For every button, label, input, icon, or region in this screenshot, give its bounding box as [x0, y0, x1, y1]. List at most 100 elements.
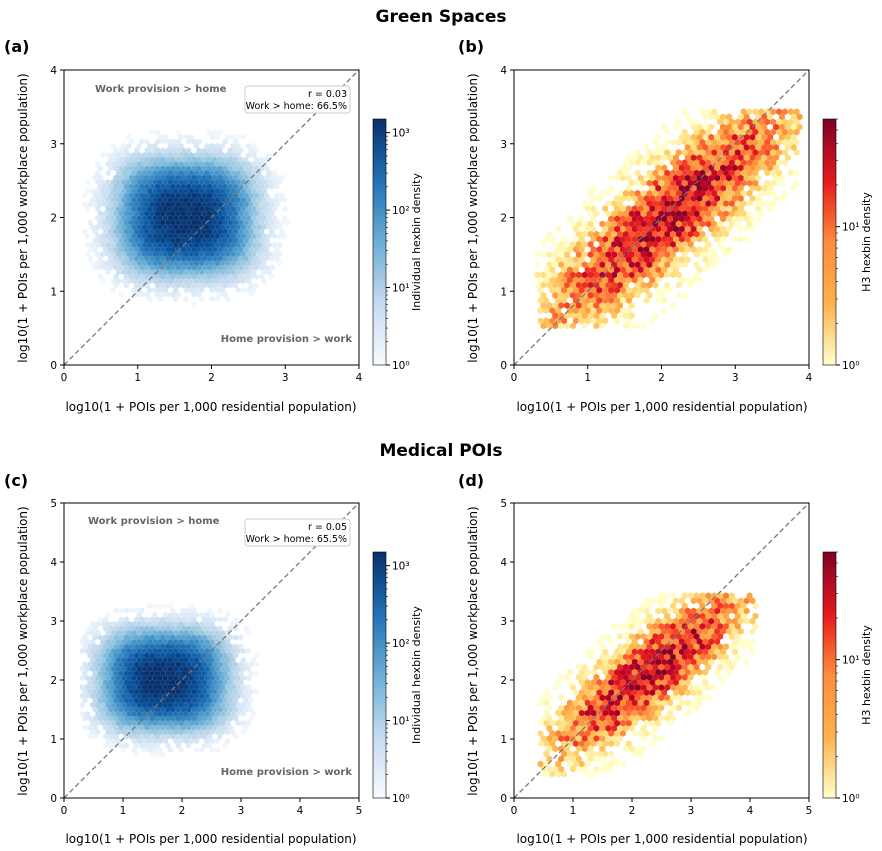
- hexbin-cell: [749, 648, 756, 656]
- hexbin-cell: [605, 673, 612, 681]
- hexbin-cell: [160, 174, 166, 181]
- hexbin-cell: [740, 118, 747, 126]
- hexbin-cell: [611, 200, 618, 207]
- hexbin-cell: [578, 215, 585, 223]
- hexbin-cell: [578, 317, 585, 325]
- hexbin-cell: [157, 720, 163, 726]
- hexbin-cell: [209, 720, 215, 726]
- hexbin-cell: [110, 639, 116, 645]
- hexbin-cell: [201, 264, 207, 271]
- hexbin-cell: [581, 281, 588, 289]
- hexbin-cell: [214, 242, 220, 248]
- hexbin-cell: [183, 639, 189, 645]
- hexbin-cell: [605, 200, 612, 207]
- hexbin-cell: [271, 233, 277, 239]
- hexbin-cell: [770, 159, 777, 167]
- hexbin-cell: [578, 256, 585, 263]
- hexbin-cell: [186, 742, 192, 749]
- hexbin-cell: [625, 205, 632, 212]
- hexbin-cell: [165, 246, 171, 253]
- hexbin-cell: [567, 276, 573, 284]
- hexbin-cell: [230, 152, 236, 158]
- hexbin-cell: [640, 663, 647, 671]
- hexbin-cell: [534, 261, 541, 269]
- hexbin-cell: [170, 670, 176, 677]
- hexbin-cell: [608, 709, 615, 717]
- hexbin-cell: [266, 206, 272, 212]
- hexbin-cell: [214, 278, 220, 284]
- hexbin-cell: [105, 738, 111, 744]
- hexbin-cell: [116, 657, 122, 663]
- hexbin-cell: [199, 170, 205, 176]
- hexbin-cell: [587, 684, 594, 691]
- hexbin-cell: [578, 760, 585, 768]
- hexbin-cell: [134, 715, 140, 722]
- hexbin-cell: [264, 165, 270, 172]
- hexbin-cell: [271, 251, 277, 257]
- hexbin-cell: [681, 643, 688, 651]
- hexbin-cell: [126, 702, 132, 708]
- hexbin-cell: [723, 251, 729, 258]
- hexbin-cell: [655, 215, 662, 223]
- hexbin-cell: [678, 607, 685, 615]
- hexbin-cell: [118, 742, 124, 749]
- hexbin-cell: [165, 273, 171, 280]
- hexbin-cell: [193, 260, 200, 266]
- hexbin-cell: [708, 256, 715, 263]
- hexbin-cell: [599, 653, 606, 661]
- hexbin-cell: [670, 602, 676, 610]
- hexbin-cell: [578, 668, 585, 676]
- hexbin-cell: [178, 170, 184, 176]
- hexbin-cell: [113, 607, 119, 614]
- hexbin-cell: [675, 169, 682, 177]
- hexbin-cell: [165, 138, 171, 145]
- hexbin-cell: [222, 255, 228, 262]
- hexbin-cell: [116, 260, 122, 266]
- hexbin-cell: [188, 702, 194, 708]
- hexbin-cell: [620, 658, 626, 666]
- hexbin-cell: [596, 317, 603, 325]
- hexbin-cell: [141, 260, 148, 266]
- hexbin-cell: [602, 658, 609, 666]
- hexbin-cell: [737, 628, 744, 635]
- hexbin-cell: [225, 179, 231, 185]
- hexbin-cell: [131, 639, 137, 645]
- hexbin-cell: [217, 733, 223, 740]
- hexbin-cell: [731, 154, 738, 161]
- hexbin-cell: [614, 719, 620, 727]
- hexbin-cell: [793, 169, 800, 177]
- hexbin-cell: [631, 638, 638, 645]
- hexbin-cell: [134, 246, 140, 253]
- hexbin-cell: [646, 291, 653, 299]
- hexbin-cell: [162, 170, 168, 176]
- hexbin-cell: [675, 643, 682, 651]
- hexbin-cell: [590, 246, 597, 253]
- hexbin-cell: [103, 688, 109, 695]
- hexbin-cell: [154, 291, 161, 298]
- hexbin-cell: [214, 747, 220, 753]
- hexbin-cell: [643, 297, 650, 304]
- hexbin-cell: [170, 616, 176, 623]
- hexbin-cell: [196, 147, 202, 154]
- hexbin-cell: [165, 192, 171, 199]
- hexbin-cell: [572, 750, 579, 758]
- hexbin-cell: [87, 724, 93, 731]
- hexbin-cell: [110, 233, 116, 239]
- hexbin-cell: [149, 643, 155, 650]
- hexbin-cell: [572, 225, 579, 233]
- hexbin-cell: [121, 170, 127, 176]
- hexbin-cell: [92, 715, 98, 722]
- hexbin-cell: [696, 195, 703, 202]
- hexbin-cell: [121, 152, 127, 158]
- hexbin-cell: [690, 648, 697, 656]
- hexbin-cell: [643, 699, 650, 707]
- hexbin-cell: [201, 255, 207, 262]
- hexbin-cell: [191, 625, 197, 632]
- hexbin-cell: [705, 653, 712, 661]
- hexbin-cell: [752, 602, 759, 610]
- hexbin-cell: [558, 755, 565, 763]
- hexbin-cell: [605, 261, 612, 269]
- hexbin-cell: [230, 134, 236, 140]
- hexbin-cell: [587, 240, 594, 248]
